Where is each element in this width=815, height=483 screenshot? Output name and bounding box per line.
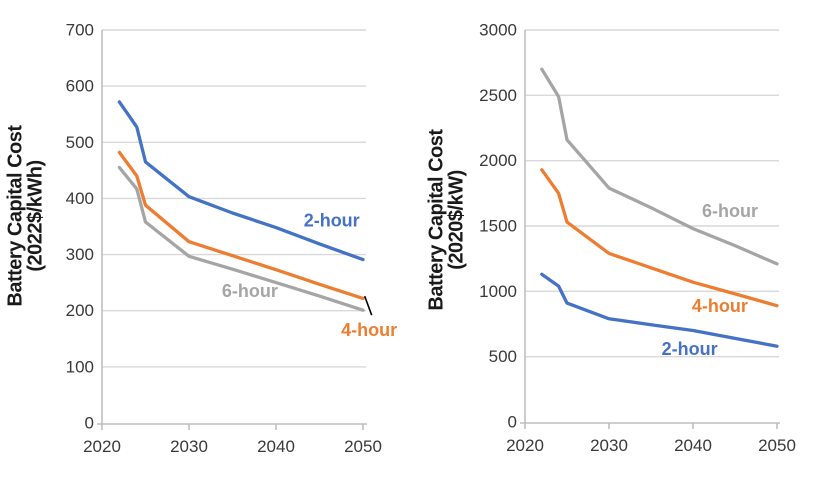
y-tick-label-2000: 2000 <box>479 151 517 170</box>
series-label-2-hour: 2-hour <box>662 339 718 359</box>
series-label-6-hour: 6-hour <box>222 281 278 301</box>
y-tick-label-500: 500 <box>66 133 94 152</box>
series-label-2-hour: 2-hour <box>304 210 360 230</box>
annotation-leader-line-0 <box>363 295 373 316</box>
y-axis-title-line-2: (2020$/kW) <box>446 170 468 270</box>
y-axis-title: Battery Capital Cost(2022$/kWh) <box>5 125 47 307</box>
series-line-4-hour <box>117 150 365 301</box>
x-tick-label-2030: 2030 <box>170 437 208 456</box>
y-tick-label-0: 0 <box>85 414 94 433</box>
y-tick-label-1500: 1500 <box>479 217 517 236</box>
x-tick-label-2050: 2050 <box>344 437 382 456</box>
x-tick-label-2040: 2040 <box>257 437 295 456</box>
y-tick-label-700: 700 <box>66 21 94 40</box>
series-line-2-hour <box>117 100 365 262</box>
y-tick-label-2500: 2500 <box>479 86 517 105</box>
y-tick-label-500: 500 <box>489 347 517 366</box>
x-tick-label-2030: 2030 <box>590 436 628 455</box>
y-axis-title: Battery Capital Cost(2020$/kW) <box>426 129 468 311</box>
y-axis-title-line-1: Battery Capital Cost <box>426 129 448 311</box>
x-tick-label-2040: 2040 <box>674 436 712 455</box>
y-tick-label-3000: 3000 <box>479 21 517 40</box>
y-tick-label-400: 400 <box>66 189 94 208</box>
series-line-6-hour <box>117 165 365 312</box>
y-tick-label-200: 200 <box>66 301 94 320</box>
y-axis-title-line-1: Battery Capital Cost <box>5 125 27 307</box>
y-tick-label-300: 300 <box>66 245 94 264</box>
x-tick-label-2020: 2020 <box>83 437 121 456</box>
y-tick-label-100: 100 <box>66 357 94 376</box>
series-line-2-hour <box>540 272 779 348</box>
chart-cost-per-kw: 2020 2030 2040 2050 0 500 1000 1500 2000 2500 3000… <box>426 21 796 456</box>
series-label-6-hour: 6-hour <box>702 201 758 221</box>
series-line-6-hour <box>540 67 779 266</box>
series-label-4-hour: 4-hour <box>692 296 748 316</box>
y-tick-label-600: 600 <box>66 77 94 96</box>
y-tick-label-1000: 1000 <box>479 282 517 301</box>
series-line-4-hour <box>540 168 779 308</box>
chart-cost-per-kwh: 2020 2030 2040 2050 0 100 200 300 400 500 600 700 Ba… <box>5 21 398 457</box>
series-label-4-hour: 4-hour <box>341 320 397 340</box>
y-axis-title-line-2: (2022$/kWh) <box>25 160 47 271</box>
y-tick-label-0: 0 <box>508 413 517 432</box>
x-tick-label-2020: 2020 <box>506 436 544 455</box>
x-tick-label-2050: 2050 <box>758 436 796 455</box>
